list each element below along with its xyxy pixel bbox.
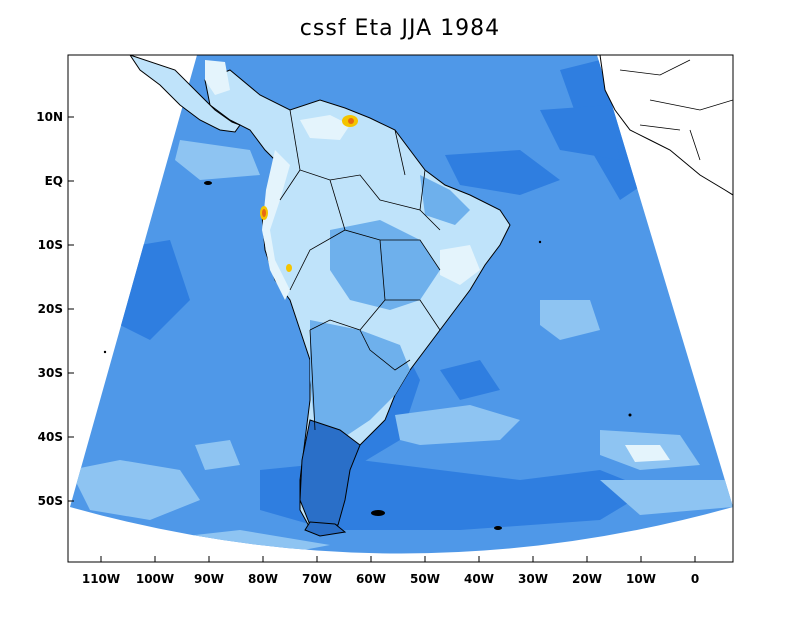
africa-boundaries bbox=[619, 59, 733, 161]
lon-tick-label: 20W bbox=[572, 572, 602, 586]
lat-tick-label: 40S bbox=[38, 430, 63, 444]
ocean-pale-patch bbox=[625, 445, 670, 462]
south-georgia-island bbox=[494, 526, 502, 530]
ocean-dark-band bbox=[440, 360, 500, 400]
galapagos-islands bbox=[204, 181, 212, 185]
map-title: cssf Eta JJA 1984 bbox=[299, 16, 501, 41]
interior-mid-zone bbox=[330, 220, 440, 310]
lat-tick-label: 50S bbox=[38, 494, 63, 508]
atlantic-island bbox=[628, 413, 632, 417]
interior-mid-zone bbox=[420, 175, 470, 225]
lon-tick-label: 40W bbox=[464, 572, 494, 586]
latitude-axis: 10N EQ 10S 20S 30S 40S 50S bbox=[36, 110, 74, 508]
lat-tick-label: 10N bbox=[36, 110, 63, 124]
lon-tick-label: 70W bbox=[302, 572, 332, 586]
africa-coast bbox=[599, 55, 733, 196]
islands bbox=[103, 181, 632, 530]
coastal-yellow-spot bbox=[286, 264, 292, 272]
ocean-light-patch bbox=[600, 480, 733, 515]
central-america-land bbox=[129, 55, 241, 133]
pacific-island bbox=[103, 350, 107, 354]
andes-pale-zone bbox=[262, 150, 290, 300]
maximum-orange-spot bbox=[348, 118, 354, 124]
yucatan-pale bbox=[205, 60, 230, 95]
lon-tick-label: 30W bbox=[518, 572, 548, 586]
lon-tick-label: 0 bbox=[691, 572, 699, 586]
ocean-light-patch bbox=[120, 480, 170, 500]
lon-tick-label: 90W bbox=[194, 572, 224, 586]
lon-tick-label: 60W bbox=[356, 572, 386, 586]
patagonia-dark-zone bbox=[299, 419, 361, 526]
lat-tick-label: EQ bbox=[45, 174, 63, 188]
lon-tick-label: 50W bbox=[410, 572, 440, 586]
south-america-landmass bbox=[204, 69, 511, 537]
country-boundaries bbox=[279, 109, 441, 431]
falkland-islands bbox=[371, 510, 385, 516]
ocean-dark-band bbox=[540, 105, 620, 160]
ocean-dark-band bbox=[445, 150, 560, 195]
ocean-light-patch bbox=[175, 140, 260, 180]
ocean-light-patch bbox=[195, 440, 240, 470]
central-america bbox=[129, 55, 241, 133]
lat-tick-label: 30S bbox=[38, 366, 63, 380]
ocean-light-patch bbox=[395, 405, 520, 445]
tierra-del-fuego bbox=[304, 521, 347, 537]
lon-tick-label: 100W bbox=[136, 572, 174, 586]
lon-tick-label: 110W bbox=[82, 572, 120, 586]
lon-tick-label: 80W bbox=[248, 572, 278, 586]
interior-mid-zone bbox=[310, 320, 410, 440]
lat-tick-label: 20S bbox=[38, 302, 63, 316]
ocean-light-patch bbox=[540, 300, 600, 340]
ocean-dark-band bbox=[260, 460, 650, 530]
east-pale-zone bbox=[440, 245, 480, 285]
peru-orange-spot bbox=[262, 209, 266, 217]
longitude-axis: 110W 100W 90W 80W 70W 60W 50W 40W 30W 20W 10W 0 bbox=[82, 556, 699, 586]
north-pale-zone bbox=[300, 115, 350, 140]
lat-tick-label: 10S bbox=[38, 238, 63, 252]
atlantic-island bbox=[538, 240, 542, 244]
lon-tick-label: 10W bbox=[626, 572, 656, 586]
